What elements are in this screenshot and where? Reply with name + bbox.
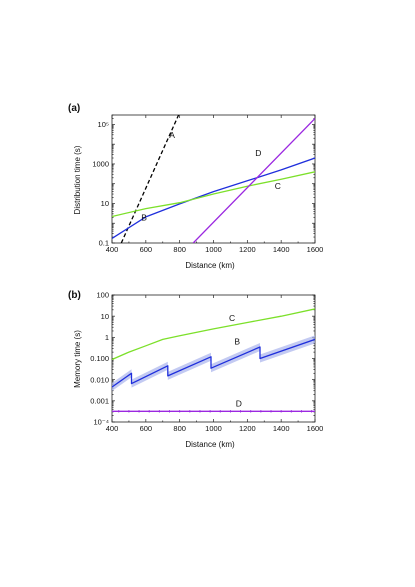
curve-label-b: B [141,212,147,222]
curve-label-a: A [169,130,175,140]
x-tick-label: 800 [173,245,186,254]
series-group [112,115,315,243]
y-tick-label: 10 [101,312,109,321]
x-tick-label: 1400 [273,245,290,254]
series-line-b [112,338,315,388]
plot-panel-b: 400 600 800 1000 1200 1400 1600 100 10 1 0.100 0.01… [90,291,323,433]
y-tick-label: 100 [96,291,109,300]
curve-label-d: D [236,398,242,408]
x-tick-label: 1000 [205,424,222,433]
x-tick-label: 1200 [239,424,256,433]
y-tick-label: 0.001 [90,396,109,405]
series-group [112,308,315,413]
y-tick-label: 1000 [92,160,109,169]
x-tick-label: 400 [106,424,119,433]
x-tick-label: 1600 [307,424,324,433]
curve-label-c: C [275,181,281,191]
series-line-b [112,157,315,239]
y-tick-label: 0.010 [90,375,109,384]
panel-label-a: (a) [68,103,80,114]
y-tick-label: 10 [101,199,109,208]
y-tick-label: 0.100 [90,354,109,363]
series-band-b [112,335,315,391]
y-axis-title-a: Distribution time (s) [73,145,82,214]
series-line-c [112,171,315,218]
y-axis-title-b: Memory time (s) [73,330,82,388]
panel-label-b: (b) [68,290,81,301]
x-tick-label: 1600 [307,245,324,254]
plot-panel-a: 400 600 800 1000 1200 1400 1600 0.1 10 1000 10⁵ A B C… [92,114,324,254]
y-tick-label: 0.1 [99,239,109,248]
series-line-c [112,308,315,361]
y-tick-label: 10⁵ [98,120,109,129]
x-tick-label: 1400 [273,424,290,433]
y-tick-label: 1 [105,333,109,342]
x-axis-title-b: Distance (km) [185,440,235,449]
series-line-a [120,115,180,243]
x-tick-label: 400 [106,245,119,254]
y-tick-label: 10⁻⁴ [93,418,109,427]
curve-label-b: B [234,337,240,347]
x-tick-label: 1000 [205,245,222,254]
x-axis-title-a: Distance (km) [185,261,235,270]
x-tick-label: 1200 [239,245,256,254]
x-tick-label: 800 [173,424,186,433]
plot-frame [111,294,316,423]
series-line-d [192,118,315,243]
x-tick-label: 600 [140,424,153,433]
curve-label-d: D [255,148,261,158]
x-tick-label: 600 [140,245,153,254]
curve-label-c: C [229,313,235,323]
